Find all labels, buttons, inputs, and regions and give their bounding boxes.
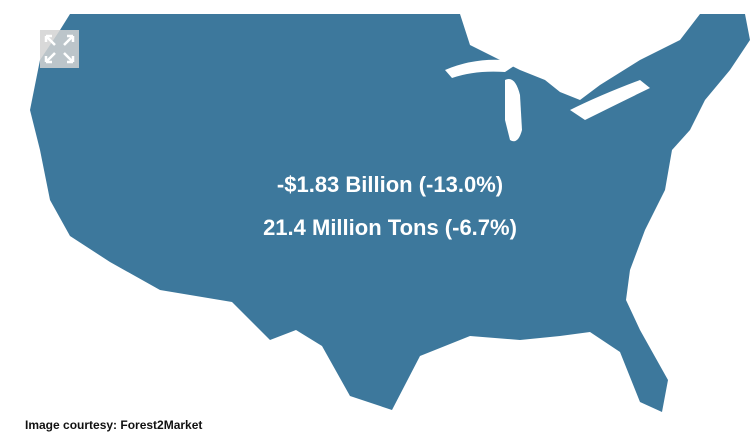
us-map-shape [30, 14, 750, 412]
volume-change-stat: 21.4 Million Tons (-6.7%) [263, 215, 517, 240]
lake-superior [445, 59, 520, 78]
value-change-stat: -$1.83 Billion (-13.0%) [276, 172, 504, 197]
expand-button[interactable] [40, 30, 79, 68]
lake-michigan [505, 79, 522, 142]
image-caption: Image courtesy: Forest2Market [25, 418, 203, 432]
lakes-erie-ontario [570, 80, 650, 120]
expand-arrows-icon [44, 34, 75, 64]
